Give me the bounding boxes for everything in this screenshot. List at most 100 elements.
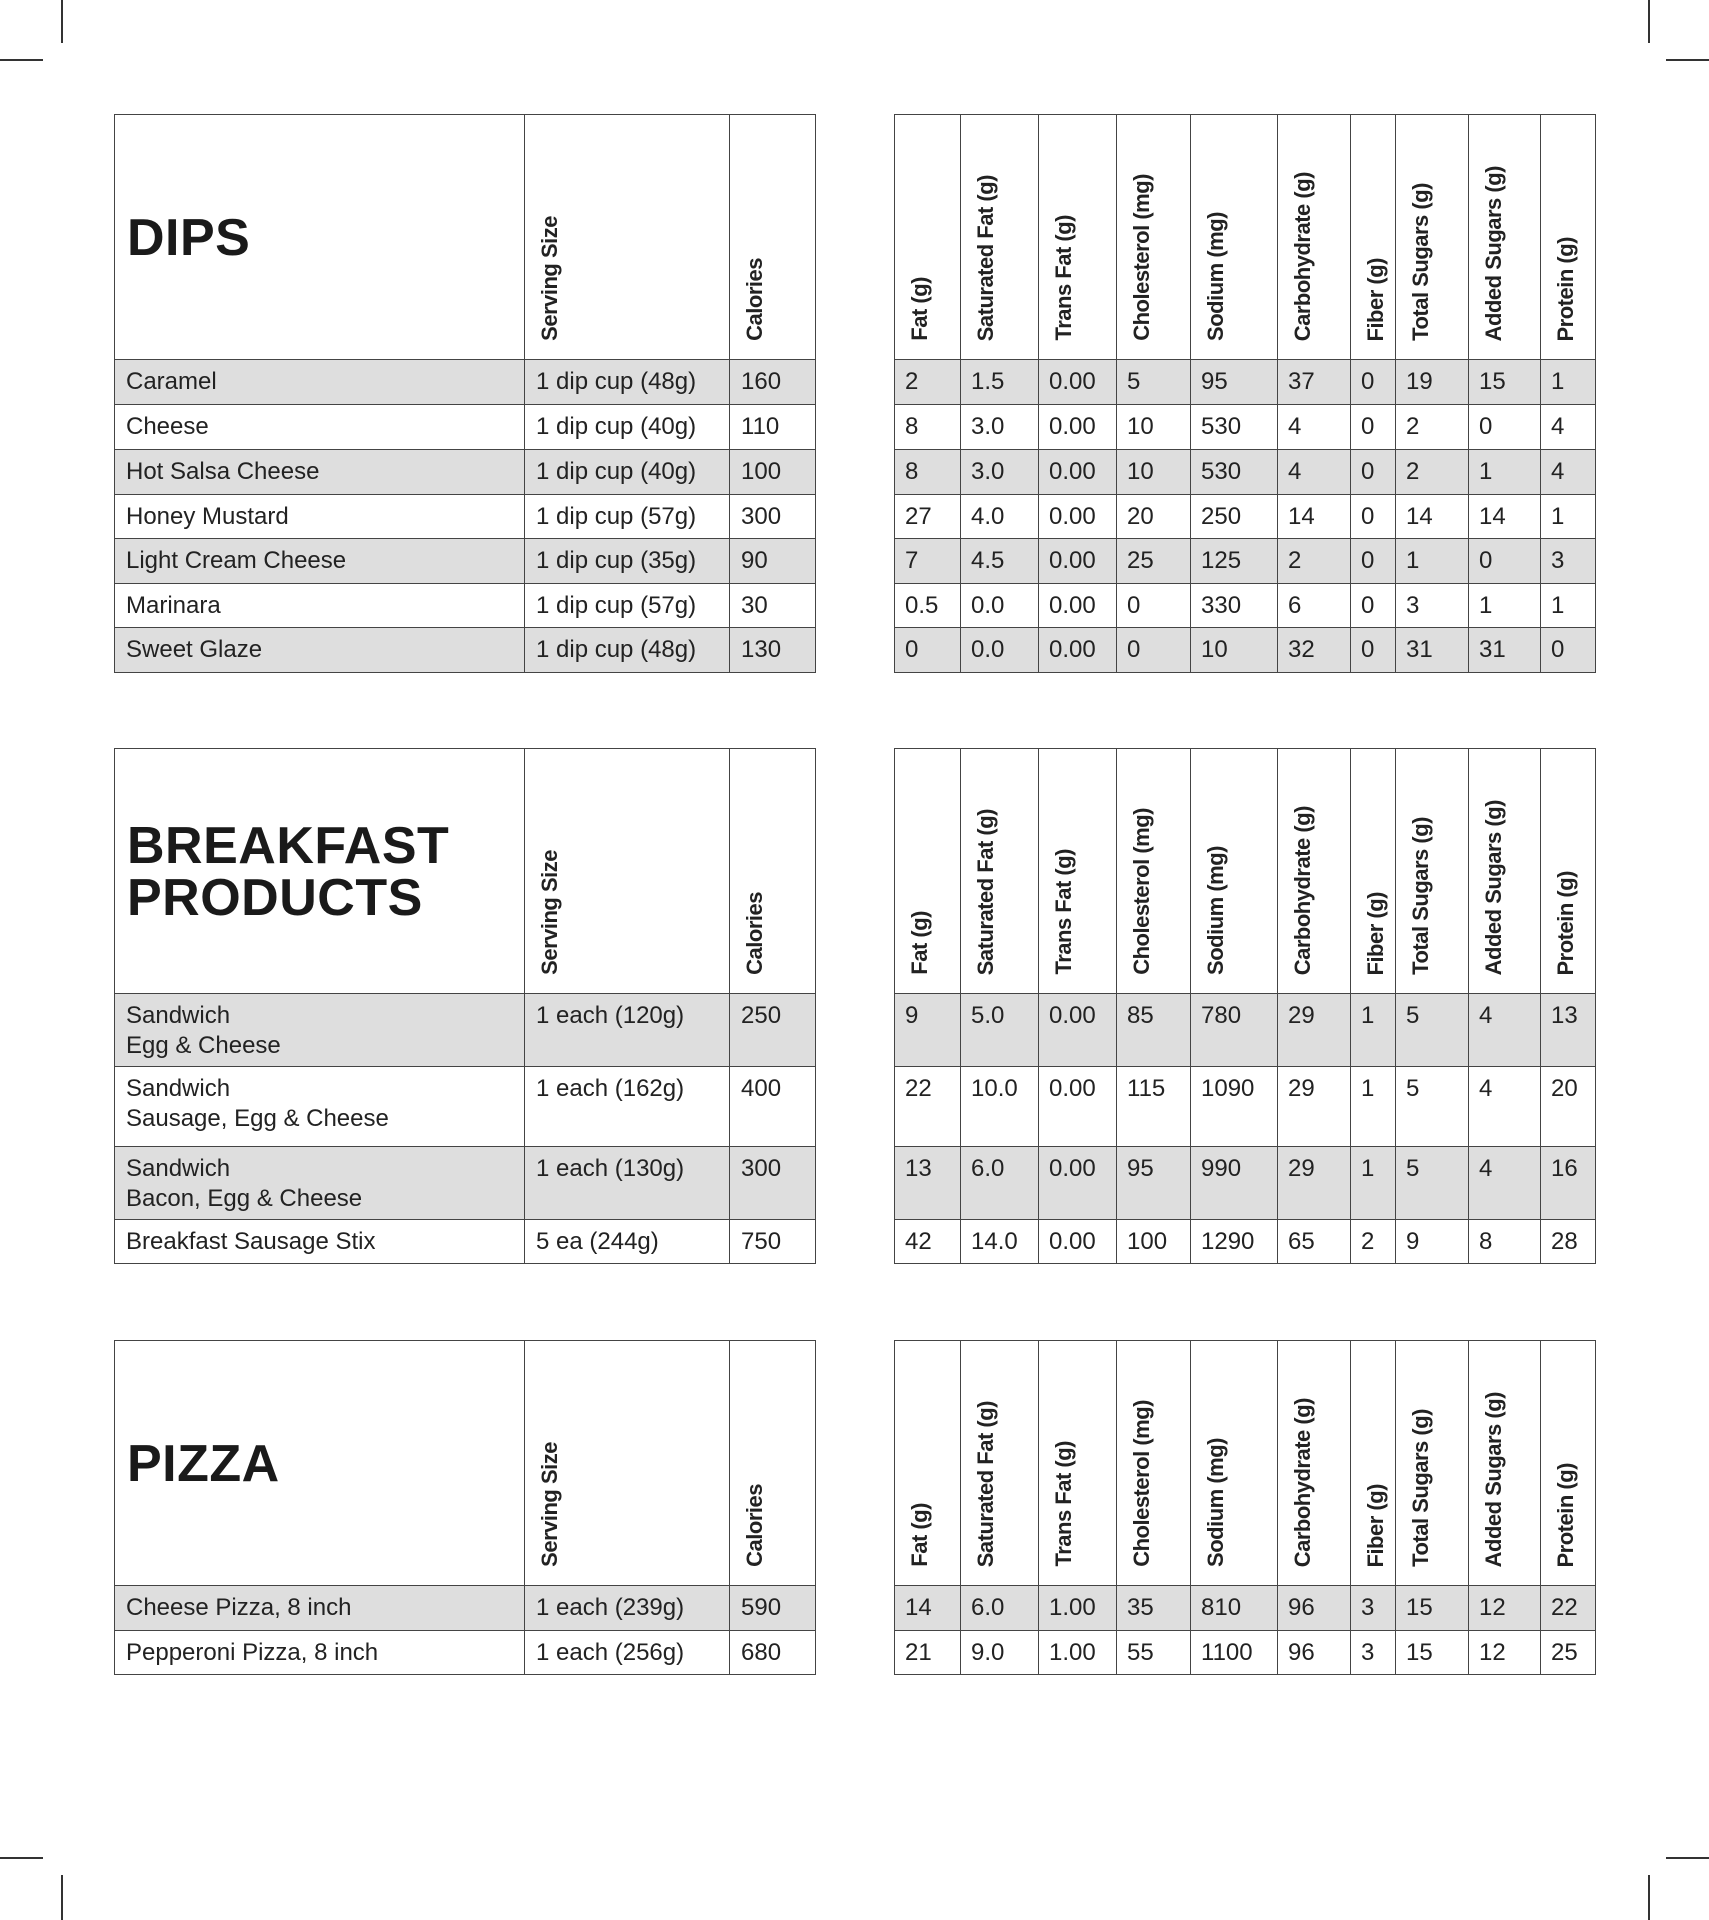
nutrient-value: 3.0 bbox=[960, 404, 1039, 450]
column-header-label: Fiber (g) bbox=[1363, 1483, 1388, 1568]
column-header-label: Sodium (mg) bbox=[1203, 846, 1228, 975]
nutrient-value: 14 bbox=[1395, 494, 1469, 539]
nutrient-value: 2 bbox=[1395, 404, 1469, 450]
nutrient-value: 4.5 bbox=[960, 538, 1039, 584]
crop-mark bbox=[0, 1857, 43, 1859]
nutrient-value: 0 bbox=[1350, 583, 1396, 628]
column-header-label: Calories bbox=[742, 892, 767, 975]
nutrient-value: 95 bbox=[1190, 359, 1278, 405]
section-table-left: BREAKFAST PRODUCTS Serving Size Calories San… bbox=[114, 748, 816, 1264]
nutrient-value: 14.0 bbox=[960, 1219, 1039, 1264]
table-row: Marinara 1 dip cup (57g) 30 bbox=[114, 583, 816, 628]
nutrient-value: 1 bbox=[1468, 449, 1541, 495]
item-name-line: Sausage, Egg & Cheese bbox=[126, 1105, 389, 1132]
nutrient-value: 20 bbox=[1540, 1066, 1596, 1147]
column-header: Trans Fat (g) bbox=[1038, 748, 1117, 994]
calories: 590 bbox=[729, 1585, 816, 1631]
table-row: 9 5.0 0.00 85 780 29 1 5 4 13 bbox=[894, 993, 1596, 1067]
nutrient-value: 5.0 bbox=[960, 993, 1039, 1067]
column-header-label: Calories bbox=[742, 258, 767, 341]
section-title: PIZZA bbox=[114, 1340, 525, 1586]
header-row: BREAKFAST PRODUCTS Serving Size Calories bbox=[114, 748, 816, 994]
column-header: Sodium (mg) bbox=[1190, 1340, 1278, 1586]
column-header-label: Fiber (g) bbox=[1363, 891, 1388, 976]
calories: 100 bbox=[729, 449, 816, 495]
nutrient-value: 1 bbox=[1540, 359, 1596, 405]
nutrient-value: 0 bbox=[1116, 627, 1191, 673]
nutrient-value: 0.00 bbox=[1038, 627, 1117, 673]
nutrient-value: 5 bbox=[1116, 359, 1191, 405]
calories: 30 bbox=[729, 583, 816, 628]
serving-size: 1 each (130g) bbox=[524, 1146, 730, 1220]
nutrient-value: 125 bbox=[1190, 538, 1278, 584]
column-header: Fiber (g) bbox=[1350, 1340, 1396, 1586]
column-header: Protein (g) bbox=[1540, 748, 1596, 994]
nutrient-value: 96 bbox=[1277, 1630, 1351, 1675]
serving-size: 1 dip cup (48g) bbox=[524, 627, 730, 673]
nutrient-value: 10.0 bbox=[960, 1066, 1039, 1147]
table-row: Cheese Pizza, 8 inch 1 each (239g) 590 bbox=[114, 1585, 816, 1631]
nutrient-value: 0 bbox=[1468, 404, 1541, 450]
item-name: Pepperoni Pizza, 8 inch bbox=[114, 1630, 525, 1675]
nutrient-value: 0 bbox=[1350, 538, 1396, 584]
section-title-line: DIPS bbox=[127, 209, 251, 267]
calories: 680 bbox=[729, 1630, 816, 1675]
item-name: Caramel bbox=[114, 359, 525, 405]
column-header: Serving Size bbox=[524, 748, 730, 994]
column-header: Serving Size bbox=[524, 114, 730, 360]
nutrient-value: 55 bbox=[1116, 1630, 1191, 1675]
nutrient-value: 0 bbox=[1350, 359, 1396, 405]
calories: 130 bbox=[729, 627, 816, 673]
nutrient-value: 1 bbox=[1350, 1146, 1396, 1220]
item-name: Sandwich Egg & Cheese bbox=[114, 993, 525, 1067]
nutrient-value: 31 bbox=[1395, 627, 1469, 673]
column-header-label: Fat (g) bbox=[907, 1503, 932, 1567]
table-row: Caramel 1 dip cup (48g) 160 bbox=[114, 359, 816, 405]
column-header-label: Carbohydrate (g) bbox=[1290, 171, 1315, 341]
column-header-label: Fiber (g) bbox=[1363, 257, 1388, 342]
table-row: Sandwich Sausage, Egg & Cheese 1 each (162… bbox=[114, 1066, 816, 1147]
nutrient-value: 4.0 bbox=[960, 494, 1039, 539]
nutrient-value: 1 bbox=[1468, 583, 1541, 628]
column-header-label: Saturated Fat (g) bbox=[973, 1400, 998, 1567]
column-header-label: Cholesterol (mg) bbox=[1129, 1400, 1154, 1567]
calories: 300 bbox=[729, 494, 816, 539]
nutrient-value: 330 bbox=[1190, 583, 1278, 628]
table-row: 0.5 0.0 0.00 0 330 6 0 3 1 1 bbox=[894, 583, 1596, 628]
item-name-line: Bacon, Egg & Cheese bbox=[126, 1185, 363, 1212]
nutrient-value: 15 bbox=[1468, 359, 1541, 405]
column-header-label: Carbohydrate (g) bbox=[1290, 805, 1315, 975]
column-header: Trans Fat (g) bbox=[1038, 114, 1117, 360]
column-header: Serving Size bbox=[524, 1340, 730, 1586]
nutrient-value: 0.00 bbox=[1038, 449, 1117, 495]
section-table-right: Fat (g) Saturated Fat (g) Trans Fat (g) Cho… bbox=[894, 114, 1596, 673]
column-header: Total Sugars (g) bbox=[1395, 1340, 1469, 1586]
table-row: 21 9.0 1.00 55 1100 96 3 15 12 25 bbox=[894, 1630, 1596, 1675]
serving-size: 1 dip cup (40g) bbox=[524, 449, 730, 495]
table-row: Sweet Glaze 1 dip cup (48g) 130 bbox=[114, 627, 816, 673]
nutrient-value: 4 bbox=[1540, 449, 1596, 495]
column-header: Added Sugars (g) bbox=[1468, 1340, 1541, 1586]
table-row: 14 6.0 1.00 35 810 96 3 15 12 22 bbox=[894, 1585, 1596, 1631]
item-name-line: Hot Salsa Cheese bbox=[126, 458, 320, 485]
nutrient-value: 0 bbox=[894, 627, 961, 673]
nutrient-value: 0 bbox=[1116, 583, 1191, 628]
column-header: Cholesterol (mg) bbox=[1116, 1340, 1191, 1586]
column-header-label: Added Sugars (g) bbox=[1481, 799, 1506, 975]
column-header: Sodium (mg) bbox=[1190, 748, 1278, 994]
section-table-left: DIPS Serving Size Calories Caramel 1 dip cup… bbox=[114, 114, 816, 673]
column-header: Protein (g) bbox=[1540, 114, 1596, 360]
column-header: Added Sugars (g) bbox=[1468, 748, 1541, 994]
nutrient-value: 0 bbox=[1468, 538, 1541, 584]
nutrient-value: 3 bbox=[1350, 1630, 1396, 1675]
nutrient-value: 0 bbox=[1540, 627, 1596, 673]
column-header: Fiber (g) bbox=[1350, 748, 1396, 994]
nutrient-value: 1100 bbox=[1190, 1630, 1278, 1675]
serving-size: 1 each (162g) bbox=[524, 1066, 730, 1147]
column-header-label: Saturated Fat (g) bbox=[973, 174, 998, 341]
nutrient-value: 20 bbox=[1116, 494, 1191, 539]
item-name-line: Light Cream Cheese bbox=[126, 547, 347, 574]
column-header: Carbohydrate (g) bbox=[1277, 1340, 1351, 1586]
nutrient-value: 15 bbox=[1395, 1585, 1469, 1631]
nutrient-value: 5 bbox=[1395, 993, 1469, 1067]
